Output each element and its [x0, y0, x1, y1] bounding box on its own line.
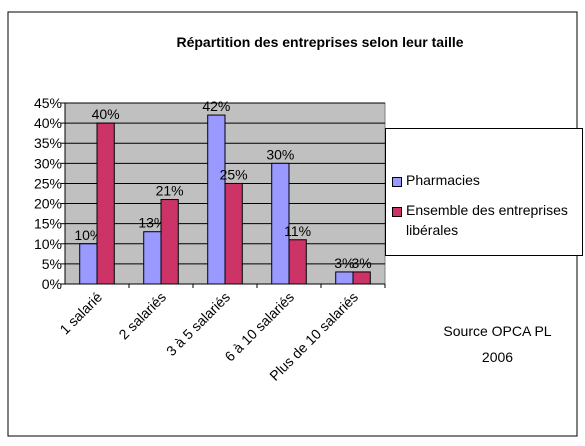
bar [79, 243, 98, 285]
value-label: 42% [202, 98, 230, 114]
legend-entry: Ensemble des entreprises libérales [392, 202, 576, 240]
y-tick-label: 5% [42, 256, 62, 272]
legend-entry: Pharmacies [392, 172, 576, 190]
chart-title: Répartition des entreprises selon leur t… [176, 34, 463, 50]
bar [288, 239, 307, 285]
legend-label: Pharmacies [406, 172, 480, 188]
value-label: 3% [352, 255, 372, 271]
y-tick-label: 15% [34, 216, 62, 232]
value-label: 3% [334, 255, 354, 271]
source-note: Source OPCA PL 2006 [420, 318, 575, 370]
legend-swatch [392, 177, 402, 187]
bar [96, 122, 115, 285]
y-tick-label: 0% [42, 276, 62, 292]
value-label: 13% [138, 215, 166, 231]
y-tick-label: 45% [34, 95, 62, 111]
bar [160, 199, 179, 285]
bar [224, 182, 243, 285]
legend-label: Ensemble des entreprises libérales [406, 202, 568, 238]
y-tick-label: 35% [34, 135, 62, 151]
bar [271, 162, 290, 285]
bar [352, 271, 371, 285]
y-tick-label: 20% [34, 196, 62, 212]
bar [207, 114, 226, 285]
bar [335, 271, 354, 285]
legend: Pharmacies Ensemble des entreprises libér… [385, 128, 583, 256]
value-label: 30% [266, 146, 294, 162]
value-label: 11% [284, 223, 311, 239]
y-tick-label: 40% [34, 115, 62, 131]
y-tick-label: 10% [34, 236, 62, 252]
value-label: 25% [220, 166, 248, 182]
value-label: 21% [156, 183, 184, 199]
value-label: 40% [92, 106, 120, 122]
source-line: 2006 [481, 349, 514, 365]
value-label: 10% [74, 227, 102, 243]
bar [143, 231, 162, 285]
source-line: Source OPCA PL [443, 323, 552, 339]
legend-swatch [392, 207, 402, 217]
y-tick-label: 25% [34, 175, 62, 191]
y-tick-label: 30% [34, 155, 62, 171]
